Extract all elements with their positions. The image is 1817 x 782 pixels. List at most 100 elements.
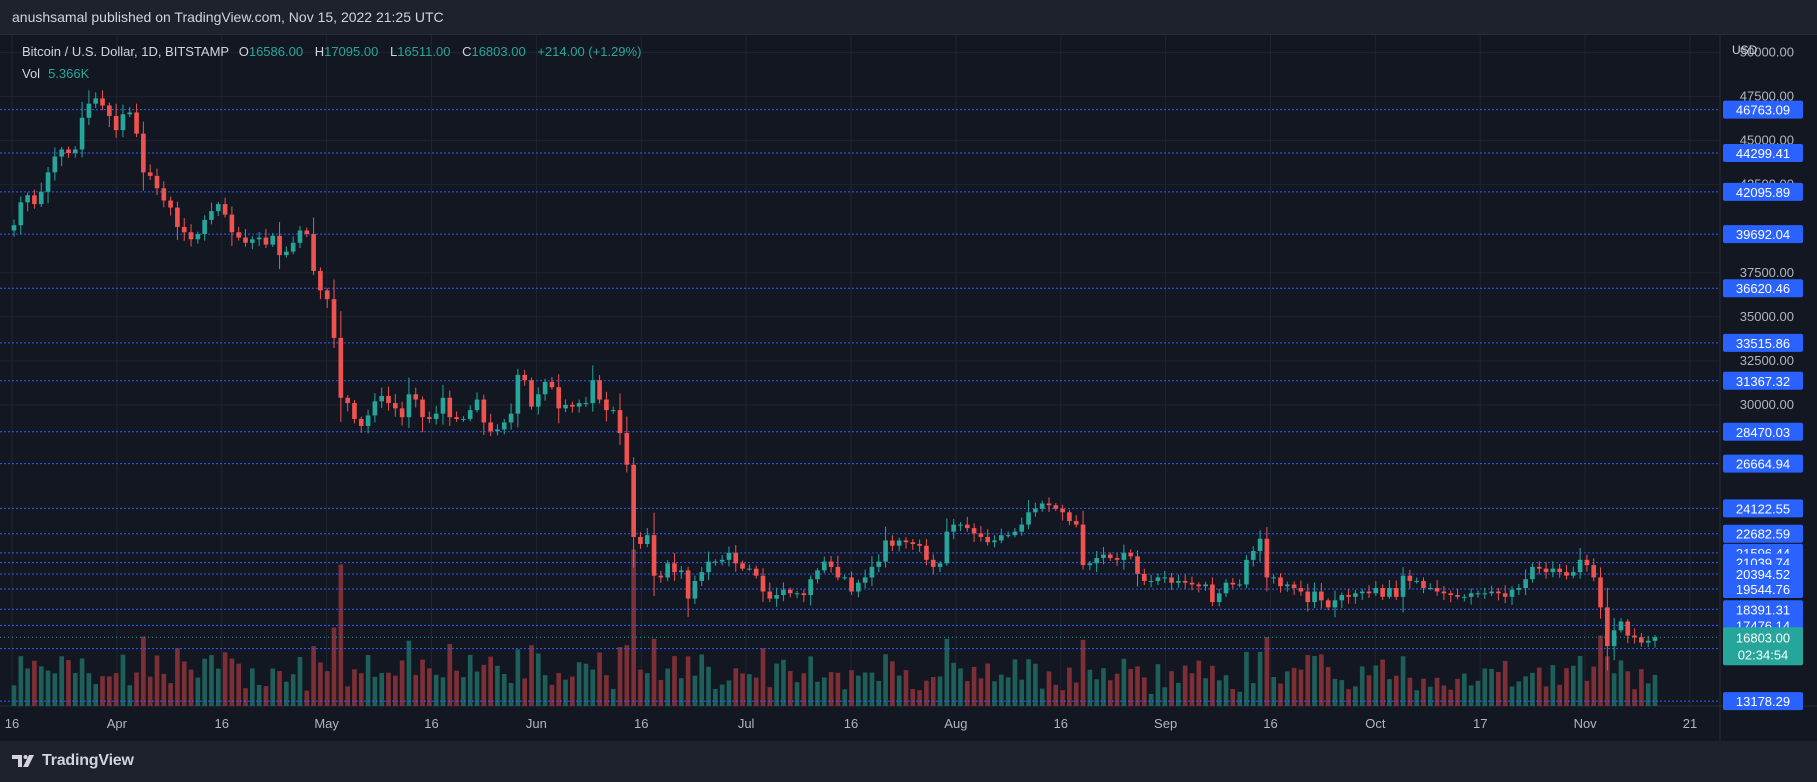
volume-bar <box>1427 686 1433 706</box>
footer: TradingView <box>0 741 1817 782</box>
change-value: +214.00 (+1.29%) <box>537 44 642 59</box>
volume-bar <box>869 672 875 706</box>
candle-body <box>1373 588 1379 594</box>
candle-body <box>447 397 453 418</box>
candle-body <box>985 536 991 543</box>
candle-body <box>338 337 344 398</box>
time-tick: 16 <box>1054 716 1068 731</box>
candle-body <box>1073 521 1079 525</box>
candle-body <box>978 533 984 537</box>
volume-bar <box>52 673 58 706</box>
candle-body <box>917 543 922 546</box>
candle-body <box>413 394 419 400</box>
candle-body <box>733 552 739 564</box>
candle-body <box>1543 568 1549 573</box>
volume-bar <box>304 690 310 706</box>
candle-body <box>658 575 664 578</box>
volume-bar <box>1359 666 1365 706</box>
level-label-bg <box>1723 279 1803 298</box>
candle-body <box>787 589 793 594</box>
candle-body <box>522 374 527 381</box>
volume-bar <box>256 684 262 706</box>
candle-body <box>427 417 432 419</box>
candle-body <box>529 380 534 407</box>
candle-body <box>1359 591 1365 594</box>
time-axis[interactable]: 16 Apr 16 May 16 Jun 16 Jul 16 Aug 16 Sep 16 Oct 17 Nov… <box>5 716 1697 731</box>
candle-body <box>134 112 139 134</box>
chart-frame[interactable]: 16 Apr 16 May 16 Jun 16 Jul 16 Aug 16 Sep 16 Oct 17 Nov… <box>0 34 1817 742</box>
volume-bar <box>1598 635 1603 706</box>
candle-body <box>753 568 759 576</box>
candle-body <box>937 563 943 567</box>
price-tick: 35000.00 <box>1740 309 1794 324</box>
price-tick: 45000.00 <box>1740 133 1794 148</box>
volume-bar <box>1468 685 1474 706</box>
volume-bar <box>604 675 609 706</box>
candle-body <box>1210 584 1215 603</box>
candle-body <box>1114 558 1120 560</box>
volume-bar <box>781 659 786 706</box>
candle-body <box>794 593 800 595</box>
candle-body <box>1237 584 1242 586</box>
volume-bar <box>1380 659 1385 706</box>
candlestick-chart[interactable]: 16 Apr 16 May 16 Jun 16 Jul 16 Aug 16 Sep 16 Oct 17 Nov… <box>0 35 1817 741</box>
candle-body <box>951 524 956 532</box>
volume-bar <box>406 640 412 706</box>
volume-bar <box>1067 667 1072 706</box>
price-axis[interactable]: 50000.0047500.0045000.0042500.0037500.00… <box>1723 45 1803 711</box>
candle-body <box>644 535 650 544</box>
candle-body <box>1387 588 1392 597</box>
candle-body <box>1380 588 1385 597</box>
candle-body <box>1005 535 1011 537</box>
candle-body <box>345 397 350 404</box>
candle-body <box>481 399 487 423</box>
candle-body <box>1298 588 1304 592</box>
candle-body <box>1516 588 1522 590</box>
volume-bar <box>678 678 684 706</box>
volume-bar <box>1496 671 1501 706</box>
candle-body <box>120 114 126 131</box>
candle-body <box>297 230 303 243</box>
volume-bar <box>25 668 30 706</box>
candle-body <box>1421 580 1426 589</box>
volume-bar <box>685 656 691 706</box>
volume-bar <box>1148 693 1154 706</box>
volume-bar <box>1353 686 1358 706</box>
candle-body <box>583 403 589 405</box>
volume-bar <box>127 685 133 706</box>
volume-bar <box>1434 677 1440 706</box>
candle-body <box>1216 593 1222 603</box>
volume-bar <box>1298 669 1304 706</box>
candle-body <box>672 563 677 573</box>
candle-body <box>570 404 575 407</box>
volume-bar <box>284 681 289 706</box>
candle-body <box>1162 577 1168 579</box>
level-label-bg <box>1723 499 1803 518</box>
level-label-bg <box>1723 422 1803 441</box>
volume-bar <box>454 670 459 706</box>
time-tick: 21 <box>1683 716 1697 731</box>
candle-body <box>1155 577 1161 581</box>
price-tick: 47500.00 <box>1740 89 1794 104</box>
time-tick: 16 <box>5 716 19 731</box>
candle-body <box>1441 591 1447 594</box>
volume-bar <box>222 652 228 706</box>
volume-bar <box>1509 686 1515 706</box>
volume-bar <box>597 652 602 706</box>
volume-bar <box>570 676 575 706</box>
volume-bar <box>324 671 330 706</box>
volume-bar <box>277 671 282 706</box>
volume-bar <box>250 668 255 706</box>
volume-bar <box>161 673 167 706</box>
candle-body <box>1319 591 1324 601</box>
volume-bar <box>100 676 105 706</box>
volume-bar <box>1441 685 1447 706</box>
candle-body <box>440 397 446 414</box>
tradingview-brand[interactable]: TradingView <box>12 752 134 770</box>
volume-bar <box>202 658 207 706</box>
volume-bar <box>188 669 194 706</box>
candle-body <box>1557 568 1562 573</box>
volume-bar <box>985 663 991 706</box>
volume-bar <box>644 673 650 706</box>
candle-body <box>1366 591 1372 594</box>
